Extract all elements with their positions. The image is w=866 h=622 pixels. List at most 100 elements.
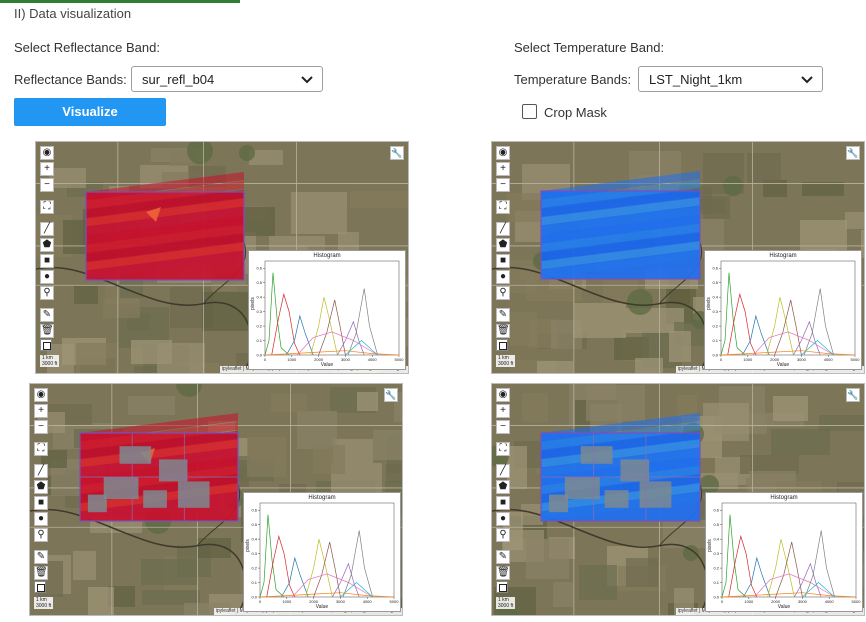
plot-area: [720, 260, 856, 356]
reflectance-overlay: [79, 413, 239, 522]
x-tick-label: 1000: [744, 599, 754, 604]
fullscreen-icon[interactable]: ◉: [496, 146, 510, 160]
edit-icon[interactable]: ✎: [496, 308, 510, 322]
layers-icon[interactable]: [496, 339, 508, 351]
draw-line-icon[interactable]: ╱: [496, 222, 510, 236]
zoom-in-button[interactable]: +: [496, 162, 510, 176]
draw-polygon-icon[interactable]: ⬟: [496, 238, 510, 252]
draw-line-icon[interactable]: ╱: [496, 464, 510, 478]
field-patch: [800, 220, 847, 251]
histogram-series-line: [305, 539, 333, 598]
draw-rectangle-icon[interactable]: ■: [34, 496, 48, 510]
trash-icon[interactable]: 🗑: [496, 324, 510, 338]
draw-circle-icon[interactable]: ●: [496, 270, 510, 284]
y-tick-label: 0.6: [251, 508, 257, 513]
draw-rectangle-icon[interactable]: ■: [496, 496, 510, 510]
zoom-out-button[interactable]: −: [496, 178, 510, 192]
wrench-icon[interactable]: 🔧: [846, 146, 860, 160]
wrench-icon[interactable]: 🔧: [846, 388, 860, 402]
scale-ft: 3000 ft: [42, 361, 58, 367]
marker-icon[interactable]: ⚲: [496, 286, 510, 300]
field-patch: [802, 182, 844, 196]
expand-icon[interactable]: ⛶: [496, 200, 510, 214]
crop-mask-checkbox[interactable]: [522, 104, 537, 119]
draw-circle-icon[interactable]: ●: [40, 270, 54, 284]
masked-area: [143, 490, 167, 508]
draw-circle-icon[interactable]: ●: [34, 512, 48, 526]
expand-icon[interactable]: ⛶: [34, 442, 48, 456]
draw-line-icon[interactable]: ╱: [40, 222, 54, 236]
overlay-border: [85, 191, 245, 281]
edit-icon[interactable]: ✎: [496, 550, 510, 564]
zoom-in-button[interactable]: +: [40, 162, 54, 176]
pivot-field: [239, 145, 255, 161]
x-tick-label: 5000: [852, 599, 862, 604]
reflectance-masked-map[interactable]: ◉ + − ⛶ ╱ ⬟ ■ ● ⚲ ✎ 🗑 🔧 1 km 3000 ft ipy…: [29, 383, 403, 616]
histogram-ylabel: pixels: [250, 297, 256, 310]
zoom-in-button[interactable]: +: [34, 404, 48, 418]
histogram-series-line: [743, 556, 771, 598]
histogram-series-line: [342, 530, 373, 598]
visualize-button[interactable]: Visualize: [14, 98, 166, 126]
histogram-title: Histogram: [770, 495, 798, 501]
scale-km: 1 km: [42, 355, 53, 361]
field-patch: [141, 559, 198, 585]
histogram-plot: 0 1000 2000 3000 4000 5000 0.0 0.1 0.2 0.3 0.4 0.5 0…: [713, 502, 862, 604]
trash-icon[interactable]: 🗑: [40, 324, 54, 338]
scale-ft: 3000 ft: [498, 361, 514, 367]
draw-circle-icon[interactable]: ●: [496, 512, 510, 526]
histogram-series-line: [767, 539, 795, 598]
y-tick-label: 0.1: [713, 580, 719, 585]
temperature-masked-map[interactable]: ◉ + − ⛶ ╱ ⬟ ■ ● ⚲ ✎ 🗑 🔧 1 km 3000 ft ipy…: [491, 383, 865, 616]
x-tick-label: 4000: [368, 357, 378, 362]
zoom-in-button[interactable]: +: [496, 404, 510, 418]
field-patch: [740, 455, 799, 474]
fullscreen-icon[interactable]: ◉: [40, 146, 54, 160]
trash-icon[interactable]: 🗑: [34, 566, 48, 580]
wrench-icon[interactable]: 🔧: [390, 146, 404, 160]
x-tick-label: 2000: [770, 357, 780, 362]
trash-icon[interactable]: 🗑: [496, 566, 510, 580]
reflectance-band-select[interactable]: sur_refl_b04: [131, 66, 323, 92]
overlay-border: [540, 190, 701, 280]
masked-area: [159, 459, 188, 482]
layers-icon[interactable]: [40, 339, 52, 351]
field-patch: [526, 539, 569, 579]
y-tick-label: 0.2: [251, 566, 257, 571]
temperature-map[interactable]: ◉ + − ⛶ ╱ ⬟ ■ ● ⚲ ✎ 🗑 🔧 1 km 3000 ft ipy…: [491, 141, 865, 374]
field-patch: [157, 343, 205, 373]
reflectance-map[interactable]: ◉ + − ⛶ ╱ ⬟ ■ ● ⚲ ✎ 🗑 🔧 1 km 3000 ft ipy…: [35, 141, 409, 374]
fullscreen-icon[interactable]: ◉: [496, 388, 510, 402]
draw-polygon-icon[interactable]: ⬟: [34, 480, 48, 494]
draw-polygon-icon[interactable]: ⬟: [496, 480, 510, 494]
temperature-heading: Select Temperature Band:: [514, 40, 665, 55]
expand-icon[interactable]: ⛶: [496, 442, 510, 456]
scale-ft: 3000 ft: [36, 603, 52, 609]
marker-icon[interactable]: ⚲: [34, 528, 48, 542]
temperature-band-select[interactable]: LST_Night_1km: [638, 66, 823, 92]
zoom-out-button[interactable]: −: [40, 178, 54, 192]
zoom-out-button[interactable]: −: [34, 420, 48, 434]
wrench-icon[interactable]: 🔧: [384, 388, 398, 402]
edit-icon[interactable]: ✎: [34, 550, 48, 564]
draw-line-icon[interactable]: ╱: [34, 464, 48, 478]
plot-area: [259, 502, 395, 598]
y-tick-label: 0.1: [251, 580, 257, 585]
x-tick-label: 1000: [282, 599, 292, 604]
fullscreen-icon[interactable]: ◉: [34, 388, 48, 402]
draw-rectangle-icon[interactable]: ■: [496, 254, 510, 268]
layers-icon[interactable]: [496, 581, 508, 593]
zoom-out-button[interactable]: −: [496, 420, 510, 434]
marker-icon[interactable]: ⚲: [496, 528, 510, 542]
marker-icon[interactable]: ⚲: [40, 286, 54, 300]
edit-icon[interactable]: ✎: [40, 308, 54, 322]
draw-polygon-icon[interactable]: ⬟: [40, 238, 54, 252]
masked-area: [103, 477, 139, 499]
scale-bar: 1 km 3000 ft: [34, 597, 54, 609]
layers-icon[interactable]: [34, 581, 46, 593]
scale-ft: 3000 ft: [498, 603, 514, 609]
y-tick-label: 0.1: [256, 338, 262, 343]
draw-rectangle-icon[interactable]: ■: [40, 254, 54, 268]
histogram-series-line: [332, 562, 360, 598]
expand-icon[interactable]: ⛶: [40, 200, 54, 214]
